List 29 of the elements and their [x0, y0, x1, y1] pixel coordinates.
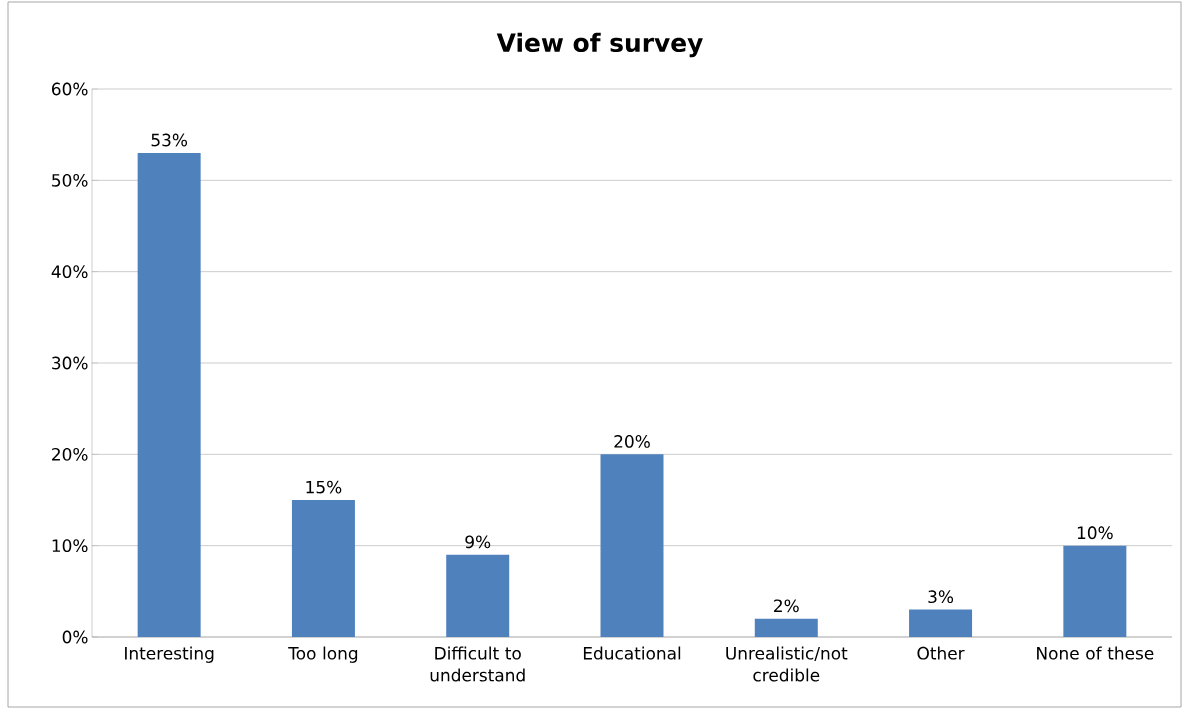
bar — [600, 454, 664, 637]
bar — [446, 554, 510, 637]
x-tick-label: Difficult to understand — [430, 646, 525, 682]
y-tick-label: 60% — [52, 82, 88, 96]
data-label: 9% — [465, 535, 491, 549]
data-label: 10% — [1077, 526, 1113, 540]
chart-title: View of survey — [496, 32, 703, 58]
y-tick-label: 20% — [52, 447, 88, 461]
data-label: 3% — [928, 590, 954, 604]
x-tick-label: None of these — [1037, 646, 1154, 660]
x-tick-label: Other — [917, 646, 965, 660]
y-tick-label: 10% — [52, 539, 88, 553]
x-tick-label: Too long — [288, 646, 358, 663]
y-tick-label: 50% — [52, 173, 88, 187]
data-label: 15% — [306, 480, 342, 494]
x-tick-label: Interesting — [125, 646, 214, 663]
bar — [909, 609, 973, 637]
data-label: 2% — [774, 599, 799, 613]
y-tick-label: 30% — [52, 356, 88, 370]
bar — [291, 500, 355, 637]
bar — [1063, 545, 1127, 637]
data-label: 53% — [151, 133, 188, 147]
y-tick-label: 40% — [51, 265, 88, 279]
x-tick-label: Unrealistic/not credible — [726, 646, 848, 682]
y-tick-label: 0% — [62, 630, 88, 644]
bar — [754, 618, 818, 637]
x-tick-label: Educational — [583, 646, 681, 660]
bar — [137, 152, 201, 637]
data-label: 20% — [614, 434, 650, 448]
